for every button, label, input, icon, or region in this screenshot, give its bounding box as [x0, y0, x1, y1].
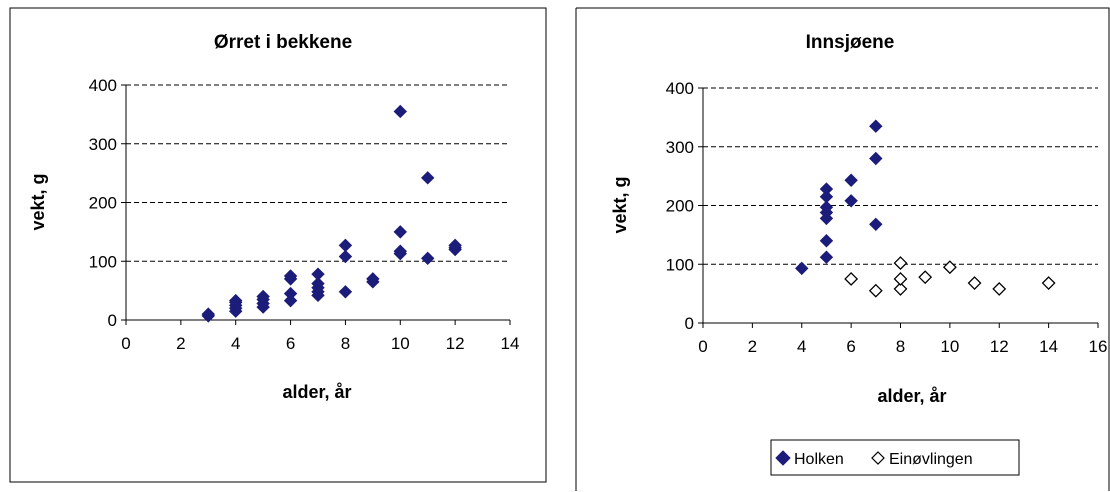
right-x-tick-label: 14 [1039, 337, 1058, 356]
right-series0-point [869, 151, 883, 166]
left-x-tick-label: 4 [231, 334, 240, 353]
left-x-tick-label: 6 [286, 334, 295, 353]
left-series0-point [366, 272, 380, 286]
right-series0-point [844, 173, 858, 187]
chart-left-y-label: vekt, g [28, 173, 48, 230]
right-series0-point [819, 234, 834, 248]
left-x-tick-label: 12 [446, 334, 465, 353]
left-series0-point [283, 286, 298, 301]
right-y-tick-label: 200 [666, 197, 694, 216]
legend-holken-label: Holken [794, 451, 844, 468]
chart-panel-right: 0 100 200 300 400 0 2 4 6 8 10 12 14 16 Innsjøene al… [568, 0, 1110, 492]
legend-holken-marker-icon [775, 450, 791, 466]
chart-right-frame [575, 7, 1110, 491]
chart-left-y-ticks: 0 100 200 300 400 [89, 76, 126, 330]
left-series0-point [393, 104, 407, 119]
right-series0-point [869, 119, 883, 133]
right-x-tick-label: 12 [990, 337, 1009, 356]
left-series0-point [338, 285, 353, 299]
left-x-tick-label: 8 [341, 334, 350, 353]
left-y-tick-label: 400 [89, 76, 117, 95]
left-series0-point [311, 267, 325, 281]
chart-left-x-label: alder, år [282, 382, 351, 402]
left-series0-point [421, 251, 435, 266]
chart-left-title: Ørret i bekkene [214, 32, 352, 53]
right-x-tick-label: 8 [896, 337, 905, 356]
left-series0-point [283, 269, 298, 283]
right-series1-point [942, 260, 957, 275]
right-x-tick-label: 4 [797, 337, 806, 356]
left-x-tick-label: 0 [121, 334, 130, 353]
left-y-tick-label: 0 [108, 311, 117, 330]
right-series1-point [844, 272, 859, 286]
right-x-tick-label: 0 [698, 337, 707, 356]
chart-right-title: Innsjøene [806, 32, 895, 53]
left-y-tick-label: 200 [89, 194, 117, 213]
left-series0-point [338, 238, 353, 253]
right-series0-point [819, 182, 834, 196]
left-series0-point [229, 293, 243, 308]
right-x-tick-label: 10 [940, 337, 959, 356]
left-x-tick-label: 14 [501, 334, 520, 353]
left-series0-point [256, 289, 270, 304]
right-x-tick-label: 6 [846, 337, 855, 356]
left-series0-point [448, 238, 462, 253]
chart-left-x-ticks: 0 2 4 6 8 10 12 14 [121, 320, 519, 353]
right-series1-point [893, 282, 908, 296]
left-series0-point [393, 225, 407, 239]
left-series0-point [311, 276, 325, 291]
right-series1-point [967, 276, 982, 290]
legend-einovlingen-marker-icon [871, 451, 885, 465]
chart-left-svg: 0 100 200 300 400 0 2 4 6 8 10 12 14 Ørret i bekken… [9, 7, 547, 483]
left-y-tick-label: 100 [89, 252, 117, 271]
chart-right-svg: 0 100 200 300 400 0 2 4 6 8 10 12 14 16 Innsjøene al… [575, 7, 1110, 491]
right-series0-point [819, 189, 834, 204]
left-series0-point [201, 307, 215, 321]
right-x-tick-label: 16 [1089, 337, 1108, 356]
chart-left-points [201, 104, 462, 323]
right-series1-point [1041, 276, 1056, 290]
right-series1-point [918, 270, 933, 285]
legend-einovlingen-label: Einøvlingen [889, 451, 973, 468]
chart-right-y-ticks: 0 100 200 300 400 [666, 79, 703, 333]
right-y-tick-label: 400 [666, 79, 694, 98]
chart-right-gridlines [703, 87, 1098, 265]
right-y-tick-label: 0 [685, 314, 694, 333]
chart-right-points [795, 119, 1056, 298]
left-x-tick-label: 2 [176, 334, 185, 353]
right-series1-point [893, 272, 908, 286]
legend-box [770, 439, 1020, 476]
right-series0-point [844, 194, 858, 208]
left-series0-point [393, 244, 407, 258]
right-y-tick-label: 100 [666, 255, 694, 274]
chart-left-gridlines [126, 84, 510, 262]
right-series0-point [819, 250, 834, 264]
chart-right-x-label: alder, år [877, 386, 946, 406]
right-series0-point [795, 261, 809, 276]
right-series1-point [992, 282, 1007, 296]
right-series1-point [868, 283, 883, 298]
chart-right-y-label: vekt, g [610, 176, 630, 233]
right-x-tick-label: 2 [748, 337, 757, 356]
left-y-tick-label: 300 [89, 135, 117, 154]
right-y-tick-label: 300 [666, 138, 694, 157]
left-series0-point [338, 249, 353, 264]
right-series0-point [869, 217, 883, 232]
chart-right-x-ticks: 0 2 4 6 8 10 12 14 16 [698, 323, 1107, 356]
chart-right-legend: Holken Einøvlingen [770, 439, 1020, 476]
left-series0-point [283, 293, 298, 308]
left-series0-point [421, 171, 435, 185]
chart-panel-left: 0 100 200 300 400 0 2 4 6 8 10 12 14 Ørret i bekken… [0, 0, 548, 492]
right-series1-point [893, 256, 908, 270]
right-series0-point [819, 200, 834, 214]
left-x-tick-label: 10 [391, 334, 410, 353]
